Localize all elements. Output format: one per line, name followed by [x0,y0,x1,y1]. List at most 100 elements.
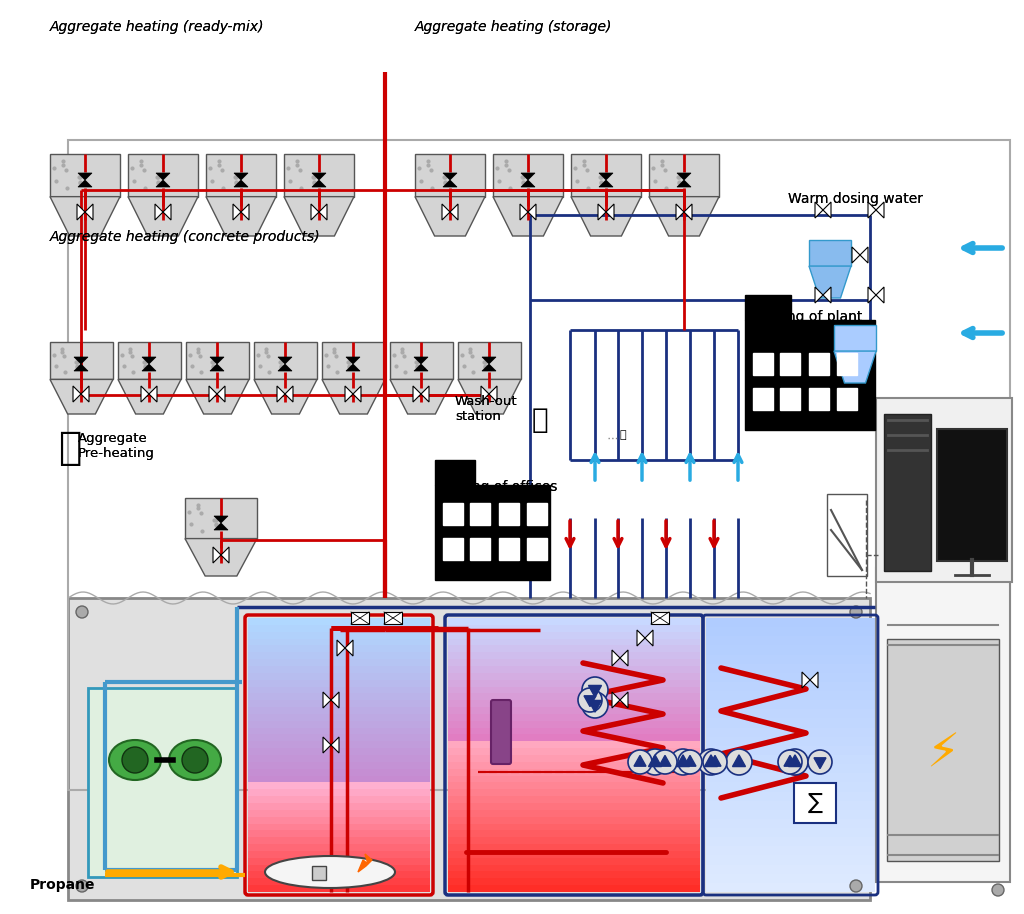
Polygon shape [118,379,181,414]
Polygon shape [706,755,874,764]
Polygon shape [248,776,430,782]
Polygon shape [248,741,430,749]
Polygon shape [788,755,802,767]
Polygon shape [323,692,331,708]
Polygon shape [248,735,430,741]
Polygon shape [732,755,745,767]
Polygon shape [248,844,430,851]
Polygon shape [449,776,700,782]
Polygon shape [248,851,430,857]
Polygon shape [319,204,327,220]
Text: Aggregate heating (storage): Aggregate heating (storage) [415,20,612,34]
Polygon shape [599,180,613,187]
Polygon shape [312,180,326,187]
Polygon shape [868,202,876,218]
Polygon shape [449,796,700,803]
Polygon shape [285,386,293,402]
Polygon shape [221,547,229,563]
Polygon shape [248,796,430,803]
Polygon shape [815,287,823,303]
Polygon shape [185,538,257,576]
Polygon shape [449,666,700,673]
FancyBboxPatch shape [470,538,490,560]
Polygon shape [449,878,700,885]
Polygon shape [449,735,700,741]
Polygon shape [322,379,385,414]
FancyBboxPatch shape [884,414,931,571]
Polygon shape [784,755,796,766]
FancyBboxPatch shape [443,538,463,560]
Polygon shape [676,204,684,220]
Polygon shape [435,485,550,580]
Polygon shape [449,700,700,707]
Polygon shape [706,801,874,810]
Polygon shape [876,287,884,303]
Polygon shape [606,204,614,220]
Polygon shape [449,653,700,659]
Polygon shape [248,816,430,824]
Polygon shape [248,837,430,844]
FancyBboxPatch shape [794,783,836,823]
FancyBboxPatch shape [809,353,829,375]
Polygon shape [706,737,874,746]
Polygon shape [248,680,430,686]
Polygon shape [414,364,428,371]
Polygon shape [248,707,430,714]
Polygon shape [234,173,248,180]
Polygon shape [85,204,93,220]
Polygon shape [248,885,430,892]
Polygon shape [74,364,88,371]
Text: 🚜: 🚜 [58,429,81,467]
Polygon shape [150,386,157,402]
Polygon shape [78,180,92,187]
Text: Aggregate heating (concrete products): Aggregate heating (concrete products) [50,230,321,244]
Polygon shape [449,865,700,871]
FancyBboxPatch shape [876,568,1010,882]
Polygon shape [706,709,874,718]
Polygon shape [706,865,874,874]
Polygon shape [248,673,430,680]
Polygon shape [217,386,225,402]
Text: Warm dosing water: Warm dosing water [788,192,923,206]
Polygon shape [413,386,421,402]
FancyBboxPatch shape [780,388,800,410]
Polygon shape [684,755,696,766]
FancyBboxPatch shape [351,612,369,624]
Polygon shape [637,630,645,646]
Polygon shape [248,721,430,728]
Ellipse shape [109,740,161,780]
Polygon shape [860,247,868,263]
Polygon shape [248,694,430,700]
Polygon shape [659,755,671,766]
Polygon shape [155,204,163,220]
Polygon shape [449,749,700,755]
Polygon shape [706,673,874,682]
Polygon shape [677,180,691,187]
Polygon shape [706,792,874,801]
Polygon shape [876,202,884,218]
Polygon shape [241,204,249,220]
Polygon shape [118,342,181,379]
Polygon shape [706,846,874,856]
Polygon shape [612,692,620,708]
Polygon shape [449,762,700,769]
Polygon shape [390,342,453,379]
Polygon shape [449,871,700,878]
Polygon shape [214,523,228,530]
Circle shape [653,750,677,774]
Polygon shape [449,645,700,653]
Polygon shape [78,173,92,180]
Polygon shape [248,830,430,837]
Circle shape [76,606,88,618]
Polygon shape [648,755,662,767]
Polygon shape [706,782,874,792]
Polygon shape [254,379,317,414]
Polygon shape [706,773,874,782]
Circle shape [182,747,208,773]
Text: ∑: ∑ [808,793,822,813]
Ellipse shape [169,740,221,780]
Polygon shape [449,803,700,810]
FancyBboxPatch shape [753,388,773,410]
Polygon shape [706,700,874,709]
Circle shape [642,749,668,775]
